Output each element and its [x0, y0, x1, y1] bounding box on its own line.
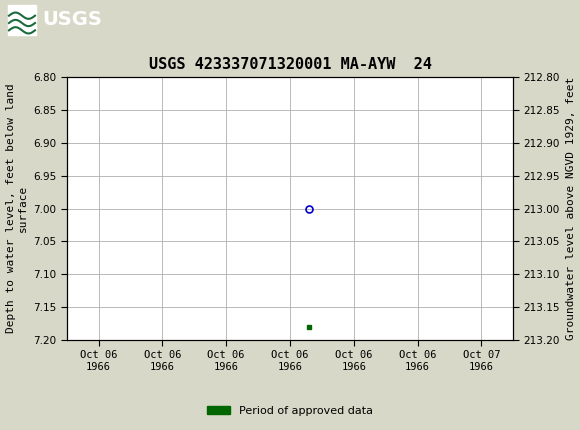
Y-axis label: Depth to water level, feet below land
surface: Depth to water level, feet below land su…: [6, 84, 27, 333]
Title: USGS 423337071320001 MA-AYW  24: USGS 423337071320001 MA-AYW 24: [148, 57, 432, 72]
Y-axis label: Groundwater level above NGVD 1929, feet: Groundwater level above NGVD 1929, feet: [566, 77, 576, 340]
Text: USGS: USGS: [42, 10, 102, 29]
Bar: [8, 5, 36, 34]
Legend: Period of approved data: Period of approved data: [203, 401, 377, 420]
